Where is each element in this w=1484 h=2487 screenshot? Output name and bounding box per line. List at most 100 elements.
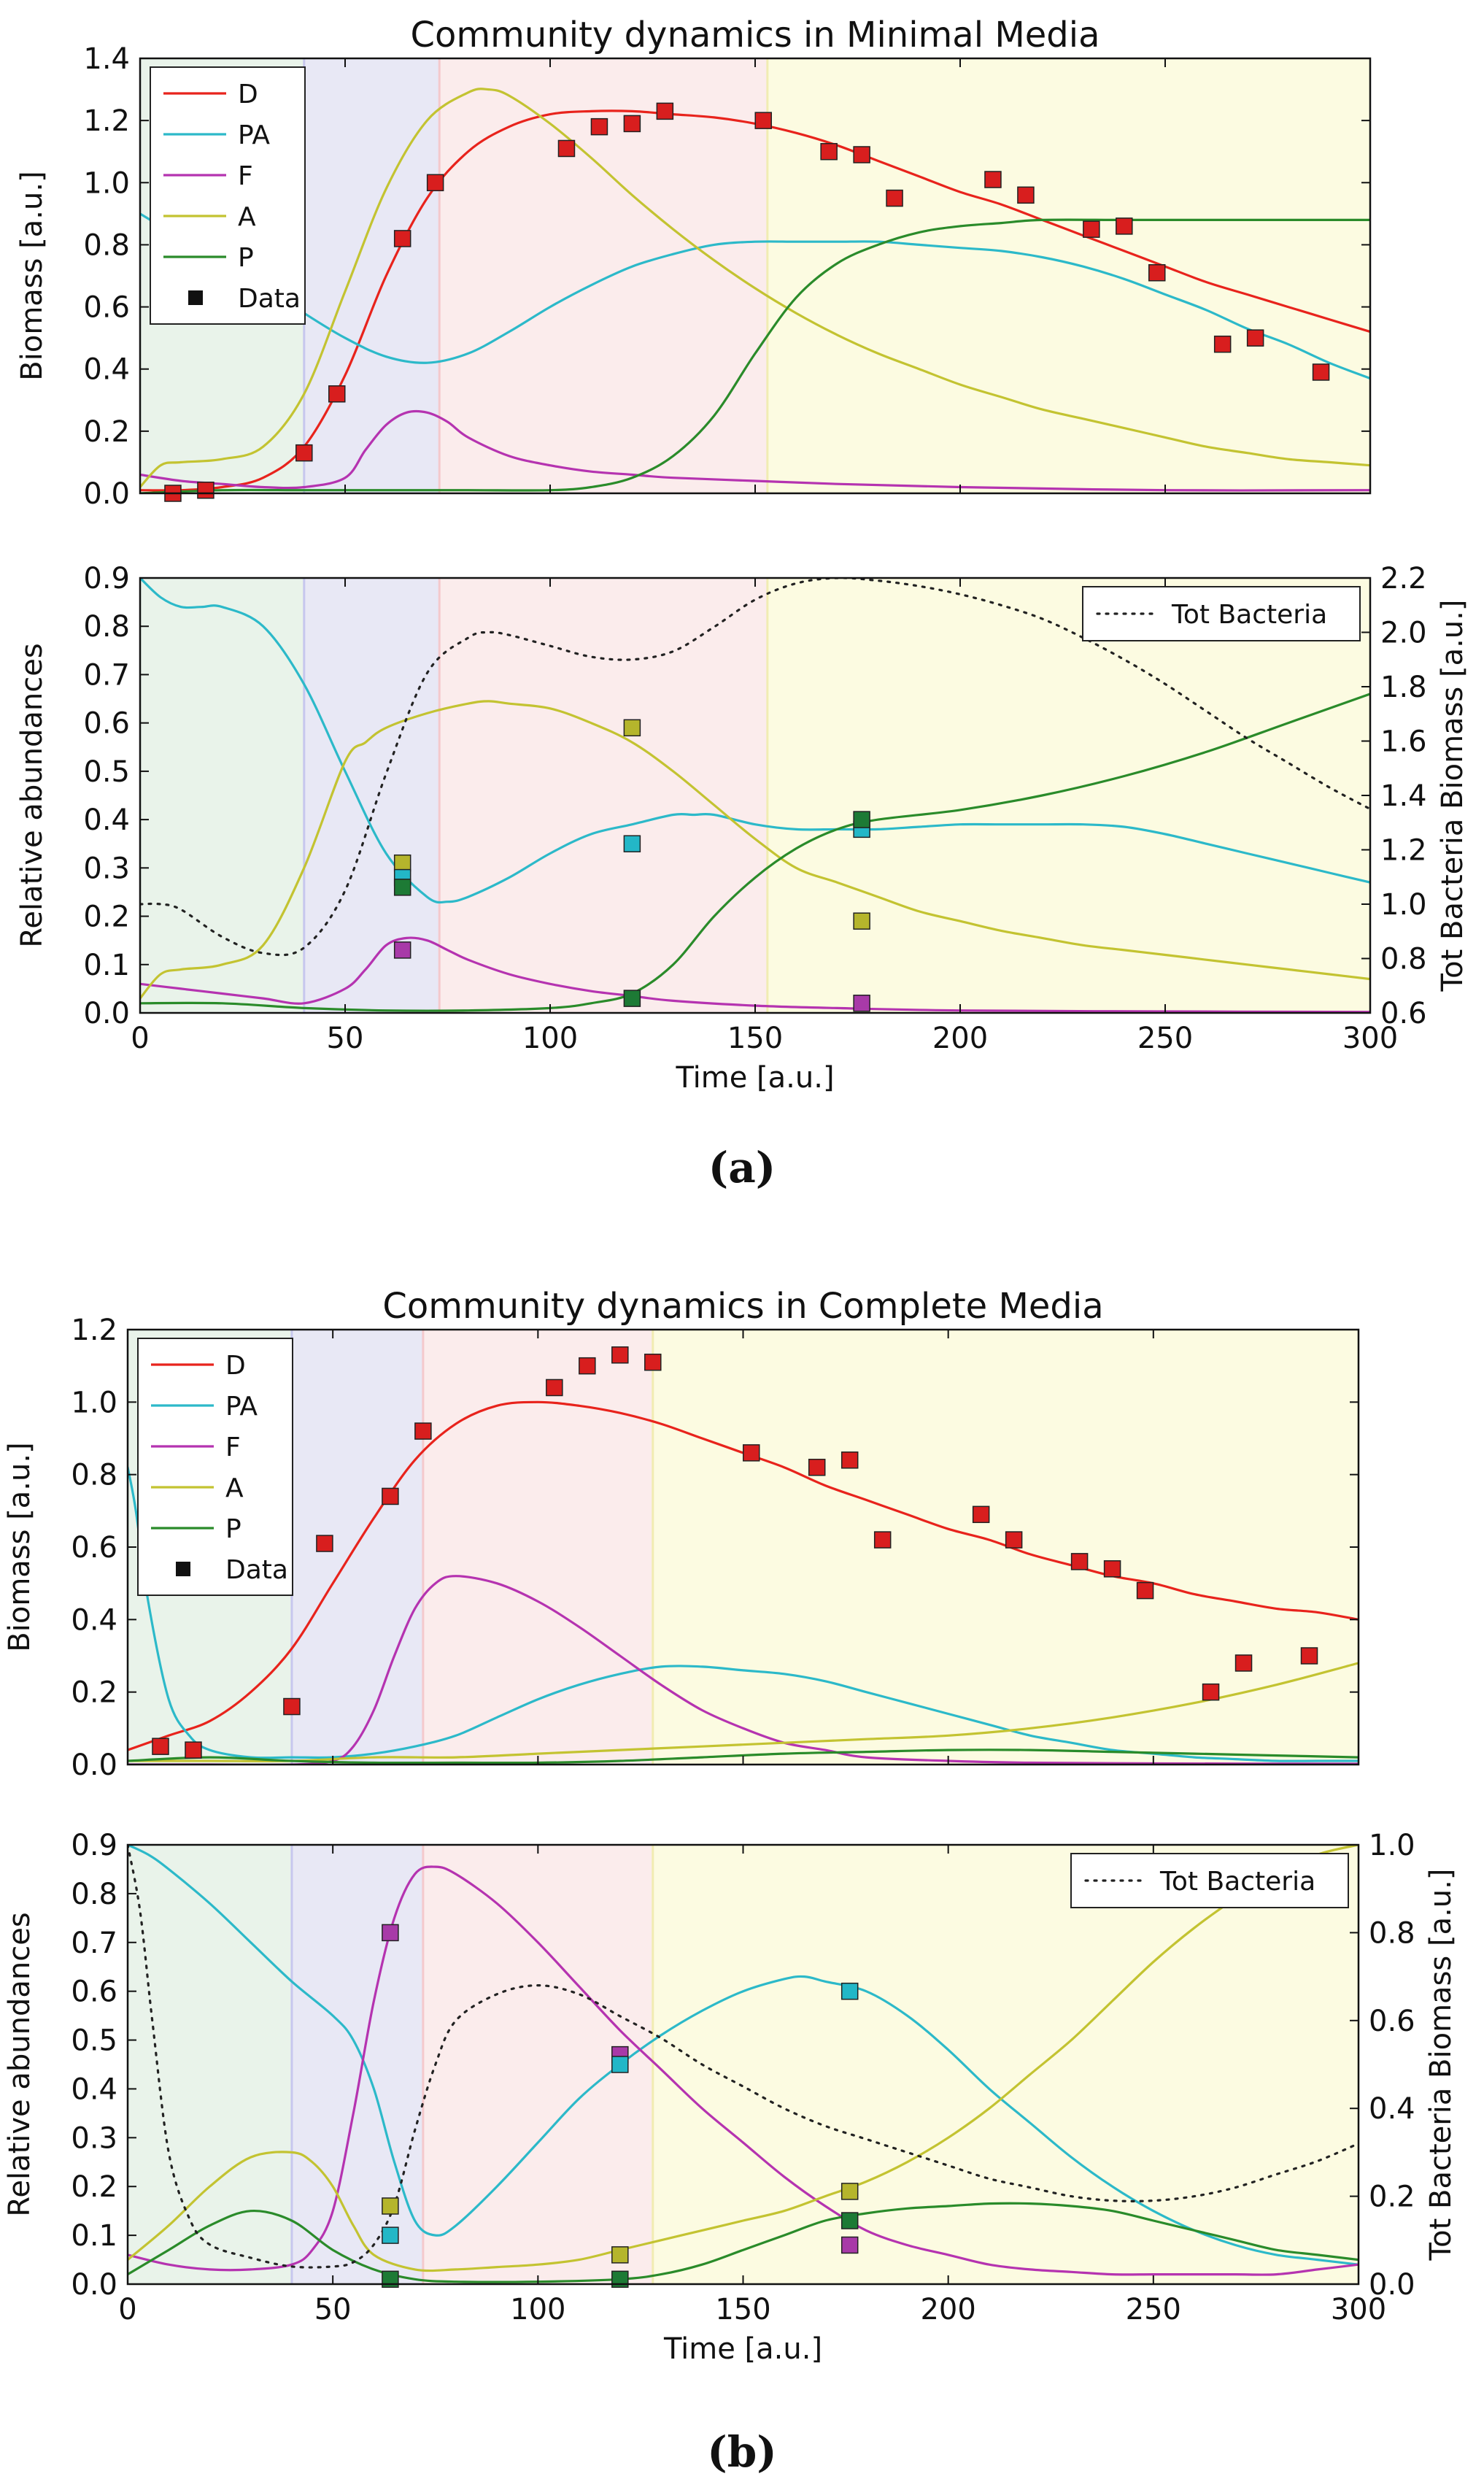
phase-region-late: [767, 578, 1370, 1013]
panel-b-label: (b): [707, 2427, 776, 2477]
data-marker-d: [185, 1741, 202, 1759]
series-curves: [140, 88, 1370, 493]
data-marker-p: [623, 990, 641, 1007]
y-tick-label: 1.2: [83, 104, 130, 138]
data-marker-pa: [623, 835, 641, 852]
y-axis-label: Relative abundances: [3, 1912, 36, 2216]
phase-region-D-dominated: [439, 578, 768, 1013]
x-axis: 0 50 100 150 200 250 300 Time [a.u.]: [131, 578, 1398, 1095]
data-marker-a: [382, 2197, 399, 2215]
legend-label-p: P: [225, 1514, 241, 1544]
y-tick-label: 0.4: [83, 353, 130, 387]
x-tick-label: 250: [1137, 1022, 1193, 1055]
y-right-tick-label: 0.2: [1369, 2181, 1415, 2214]
data-marker-d: [840, 1451, 859, 1469]
data-marker-d: [414, 1422, 432, 1440]
panel-a: 0.0 0.2 0.4 0.6 0.8 1.0 1.2 1.4 Biomass [a.u.] Co…: [15, 15, 1469, 1192]
y-tick-label: 0.4: [71, 2072, 117, 2106]
legend-label-data: Data: [238, 284, 301, 314]
legend-label-d: D: [238, 80, 258, 109]
y-tick-label: 0.0: [71, 2268, 117, 2302]
data-marker-d: [886, 189, 903, 207]
legend-label-f: F: [238, 161, 253, 191]
legend-label-f: F: [225, 1433, 241, 1462]
data-marker-p: [840, 2212, 859, 2229]
series-line-d: [140, 109, 1370, 492]
legend-box: [1082, 586, 1361, 641]
phase-region-late: [652, 1845, 1359, 2284]
y-tick-label: 0.8: [83, 610, 130, 644]
y-tick-label: 0.9: [71, 1829, 117, 1862]
y-tick-label: 0.3: [83, 852, 130, 885]
y-tick-label: 0.5: [71, 2024, 117, 2058]
y-tick-label: 0.5: [83, 755, 130, 789]
phase-regions: [128, 1330, 1359, 1765]
y-tick-label: 0.2: [71, 1676, 117, 1710]
y-right-tick-label: 0.6: [1380, 997, 1427, 1030]
y-axis-right: 0.6 0.8 1.0 1.2 1.4 1.6 1.8 2.0 2.2 Tot Bacteria …: [1361, 562, 1469, 1030]
series-curves: [128, 1845, 1359, 2283]
y-axis-left: 0.0 0.1 0.2 0.3 0.4 0.5 0.6 0.7 0.8 0.9 Relative a…: [15, 562, 149, 1030]
legend-label-pa: PA: [238, 120, 270, 150]
legend: Tot Bacteria: [1070, 1853, 1349, 1908]
legend-box: [137, 1338, 293, 1596]
x-tick-label: 300: [1342, 1022, 1398, 1055]
data-markers: [152, 1346, 1318, 1759]
y-axis-left: 0.0 0.2 0.4 0.6 0.8 1.0 1.2 1.4 Biomass [a.u.]: [15, 42, 1370, 511]
phase-region-F-dominated: [304, 58, 440, 493]
data-marker-d: [1148, 263, 1166, 282]
y-right-tick-label: 1.2: [1380, 834, 1427, 868]
data-markers: [393, 719, 870, 1012]
x-tick-label: 250: [1126, 2293, 1181, 2326]
data-marker-d: [382, 1487, 399, 1505]
data-marker-d: [820, 142, 838, 161]
y-tick-label: 1.0: [83, 166, 130, 200]
y-right-tick-label: 1.6: [1380, 725, 1427, 759]
x-tick-label: 150: [715, 2293, 770, 2326]
data-marker-d: [742, 1444, 760, 1462]
legend-label-tot-bacteria: Tot Bacteria: [1171, 600, 1327, 630]
y-tick-label: 0.6: [71, 1531, 117, 1565]
series-line-pa: [140, 578, 1370, 904]
data-marker-a: [623, 719, 641, 737]
data-marker-d: [316, 1535, 333, 1552]
y-tick-label: 0.6: [71, 1975, 117, 2009]
chart-title: Community dynamics in Complete Media: [382, 1286, 1103, 1327]
y-right-axis-label: Tot Bacteria Biomass [a.u.]: [1436, 600, 1469, 992]
phase-regions: [128, 1845, 1359, 2284]
y-right-tick-label: 2.0: [1380, 617, 1427, 650]
chart-title: Community dynamics in Minimal Media: [411, 15, 1100, 55]
data-marker-d: [984, 171, 1002, 188]
chart-minimal-media-relative: 0.0 0.1 0.2 0.3 0.4 0.5 0.6 0.7 0.8 0.9 Relative a…: [15, 562, 1469, 1095]
data-marker-d: [656, 102, 674, 120]
data-marker-d: [328, 385, 346, 403]
panel-a-label: (a): [708, 1143, 776, 1192]
legend-label-a: A: [225, 1473, 244, 1503]
data-marker-d: [644, 1353, 662, 1371]
y-tick-label: 0.4: [83, 803, 130, 837]
y-right-tick-label: 0.6: [1369, 2005, 1415, 2038]
phase-region-late: [767, 58, 1370, 493]
series-line-a: [128, 1845, 1359, 2272]
legend-swatch-data: [188, 290, 203, 305]
y-tick-label: 0.1: [71, 2219, 117, 2253]
data-marker-a: [853, 912, 870, 930]
legend-box: [1070, 1853, 1349, 1908]
x-axis: 0 50 100 150 200 250 300 Time [a.u.]: [118, 1845, 1386, 2366]
y-right-tick-label: 2.2: [1380, 562, 1427, 595]
data-marker-p: [853, 811, 870, 828]
legend-label-pa: PA: [225, 1392, 258, 1422]
data-marker-d: [393, 230, 411, 247]
x-tick-label: 0: [131, 1022, 149, 1055]
series-line-f: [140, 936, 1370, 1013]
data-marker-d: [283, 1697, 301, 1716]
y-tick-label: 0.0: [83, 477, 130, 511]
data-marker-a: [611, 2246, 629, 2264]
x-tick-label: 100: [522, 1022, 578, 1055]
series-line-pa: [128, 1845, 1359, 2266]
x-tick-label: 200: [920, 2293, 975, 2326]
data-marker-d: [623, 115, 641, 133]
data-marker-d: [426, 174, 444, 192]
data-marker-d: [1005, 1531, 1023, 1549]
